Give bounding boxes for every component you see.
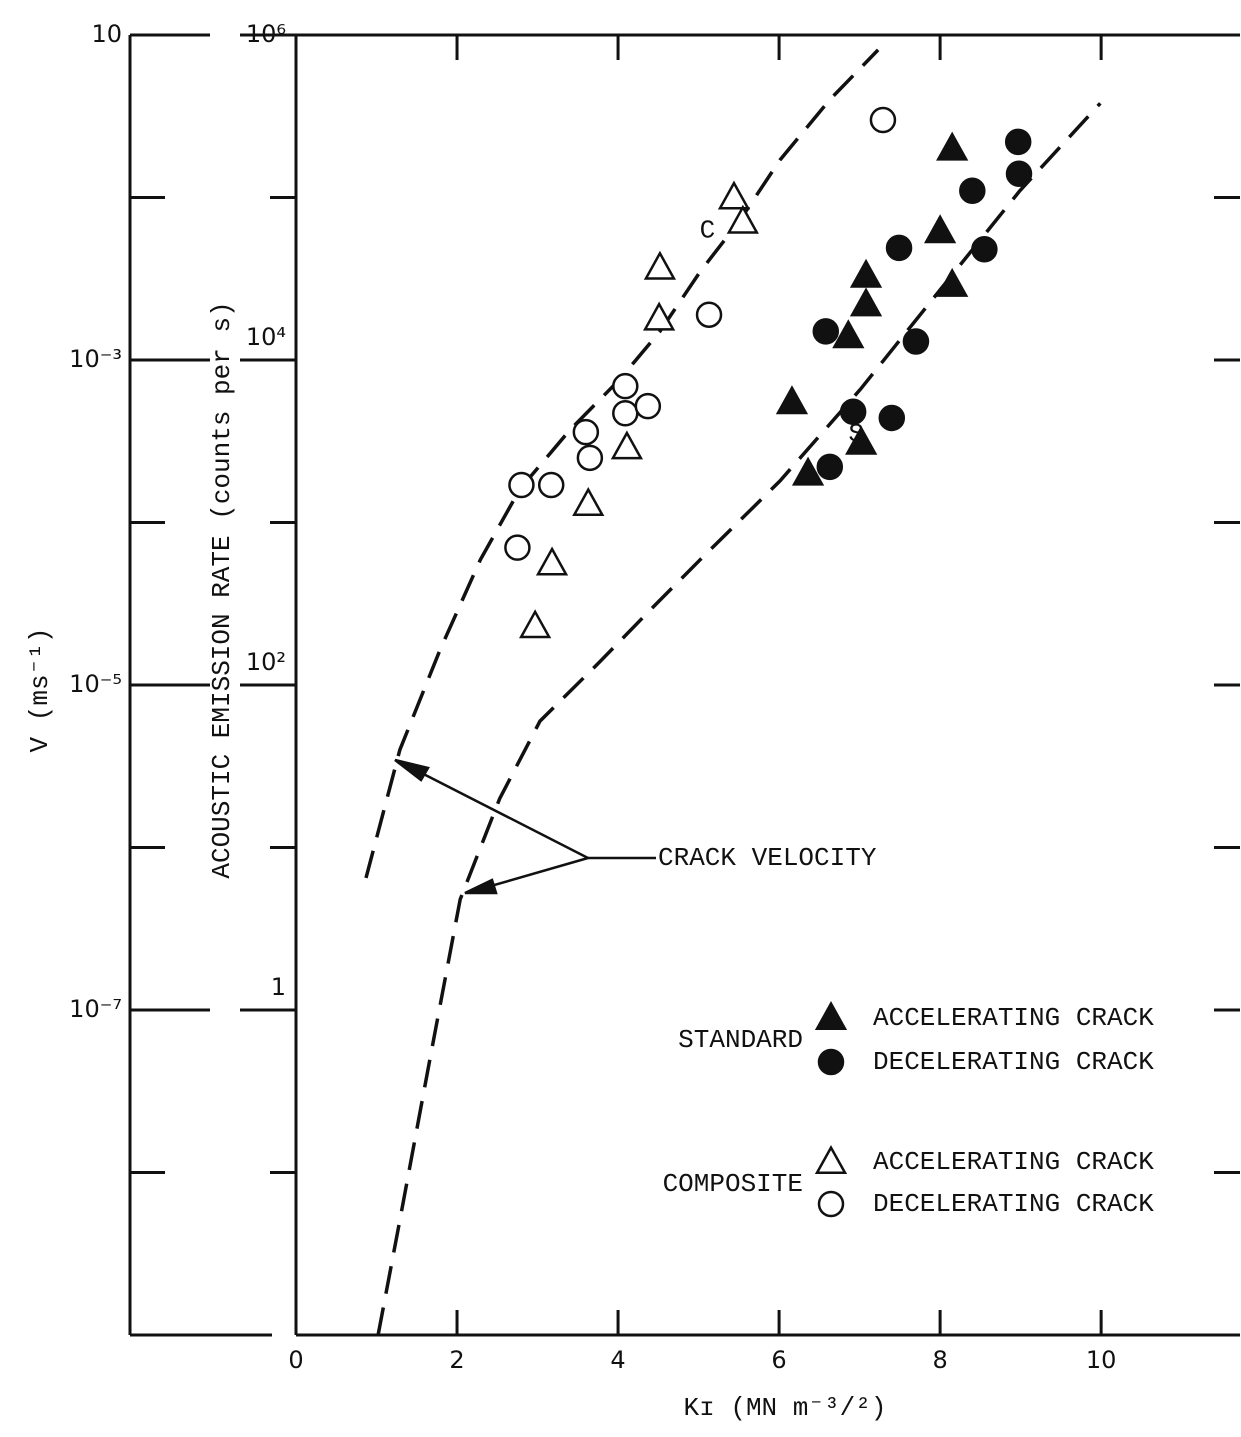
- legend-label: ACCELERATING CRACK: [873, 1147, 1154, 1177]
- x-tick-label: 2: [449, 1346, 464, 1374]
- x-tick-label: 8: [932, 1346, 947, 1374]
- legend-marker: [817, 1190, 845, 1218]
- data-point: [839, 398, 867, 426]
- annotation: CRACK VELOCITY: [658, 843, 877, 873]
- data-point: [537, 471, 565, 499]
- data-point: [832, 319, 865, 349]
- data-point: [508, 471, 535, 499]
- curve-label: C: [700, 216, 716, 246]
- y2-tick-label: 10⁻³: [69, 345, 122, 373]
- legend-marker: [814, 1145, 848, 1175]
- data-point: [791, 456, 825, 486]
- data-point: [695, 301, 723, 328]
- data-point: [643, 250, 677, 280]
- data-point: [642, 301, 676, 331]
- data-point: [1005, 160, 1033, 188]
- data-point: [936, 267, 969, 297]
- legend-label: DECELERATING CRACK: [873, 1189, 1154, 1219]
- y-tick-label: 10²: [246, 648, 286, 676]
- data-point: [812, 318, 840, 345]
- data-point: [971, 236, 998, 263]
- data-point: [576, 444, 604, 472]
- data-point: [923, 214, 957, 244]
- x-tick-label: 6: [771, 1346, 786, 1374]
- data-point: [849, 287, 883, 317]
- data-point: [936, 131, 969, 161]
- y-tick-label: 10⁴: [246, 323, 286, 351]
- y2-tick-label: 10⁻⁵: [69, 670, 122, 698]
- data-point: [885, 234, 913, 262]
- y2-top-label: 10: [91, 20, 122, 48]
- legend-marker: [817, 1048, 845, 1076]
- data-point: [610, 430, 644, 460]
- legend-marker: [814, 1001, 848, 1031]
- data-point: [634, 392, 662, 420]
- data-point: [775, 385, 809, 415]
- y-tick-label: 10⁶: [246, 20, 286, 48]
- legend-group: STANDARD: [678, 1025, 803, 1055]
- data-point: [849, 258, 883, 288]
- data-point: [535, 546, 569, 576]
- fit-curve: [376, 102, 1102, 1336]
- legend-label: ACCELERATING CRACK: [873, 1003, 1154, 1033]
- data-point: [878, 404, 906, 432]
- data-point: [504, 534, 531, 561]
- data-point: [845, 425, 878, 455]
- y2-tick-label: 10⁻⁷: [69, 995, 122, 1023]
- data-point: [869, 106, 897, 134]
- data-point: [572, 487, 605, 517]
- y2-axis-label: V (ms⁻¹): [25, 628, 55, 753]
- annotation-arrows: [394, 758, 656, 895]
- x-axis-label: Kɪ (MN m⁻³/²): [684, 1393, 887, 1423]
- fit-curve: [364, 48, 880, 879]
- data-point: [902, 328, 930, 355]
- data-point: [612, 372, 639, 400]
- data-point: [1004, 128, 1032, 156]
- y-tick-label: 1: [271, 973, 286, 1001]
- x-tick-label: 0: [288, 1346, 303, 1374]
- y-axis-label: ACOUSTIC EMISSION RATE (counts per s): [207, 301, 237, 878]
- data-point: [612, 400, 639, 427]
- data-point: [717, 180, 751, 210]
- x-tick-label: 10: [1086, 1346, 1117, 1374]
- x-tick-label: 4: [610, 1346, 625, 1374]
- data-point: [816, 453, 844, 481]
- legend-label: DECELERATING CRACK: [873, 1047, 1154, 1077]
- data-point: [518, 609, 552, 639]
- data-point: [572, 418, 600, 446]
- data-point: [726, 204, 759, 234]
- legend-group: COMPOSITE: [663, 1169, 803, 1199]
- data-point: [959, 177, 986, 205]
